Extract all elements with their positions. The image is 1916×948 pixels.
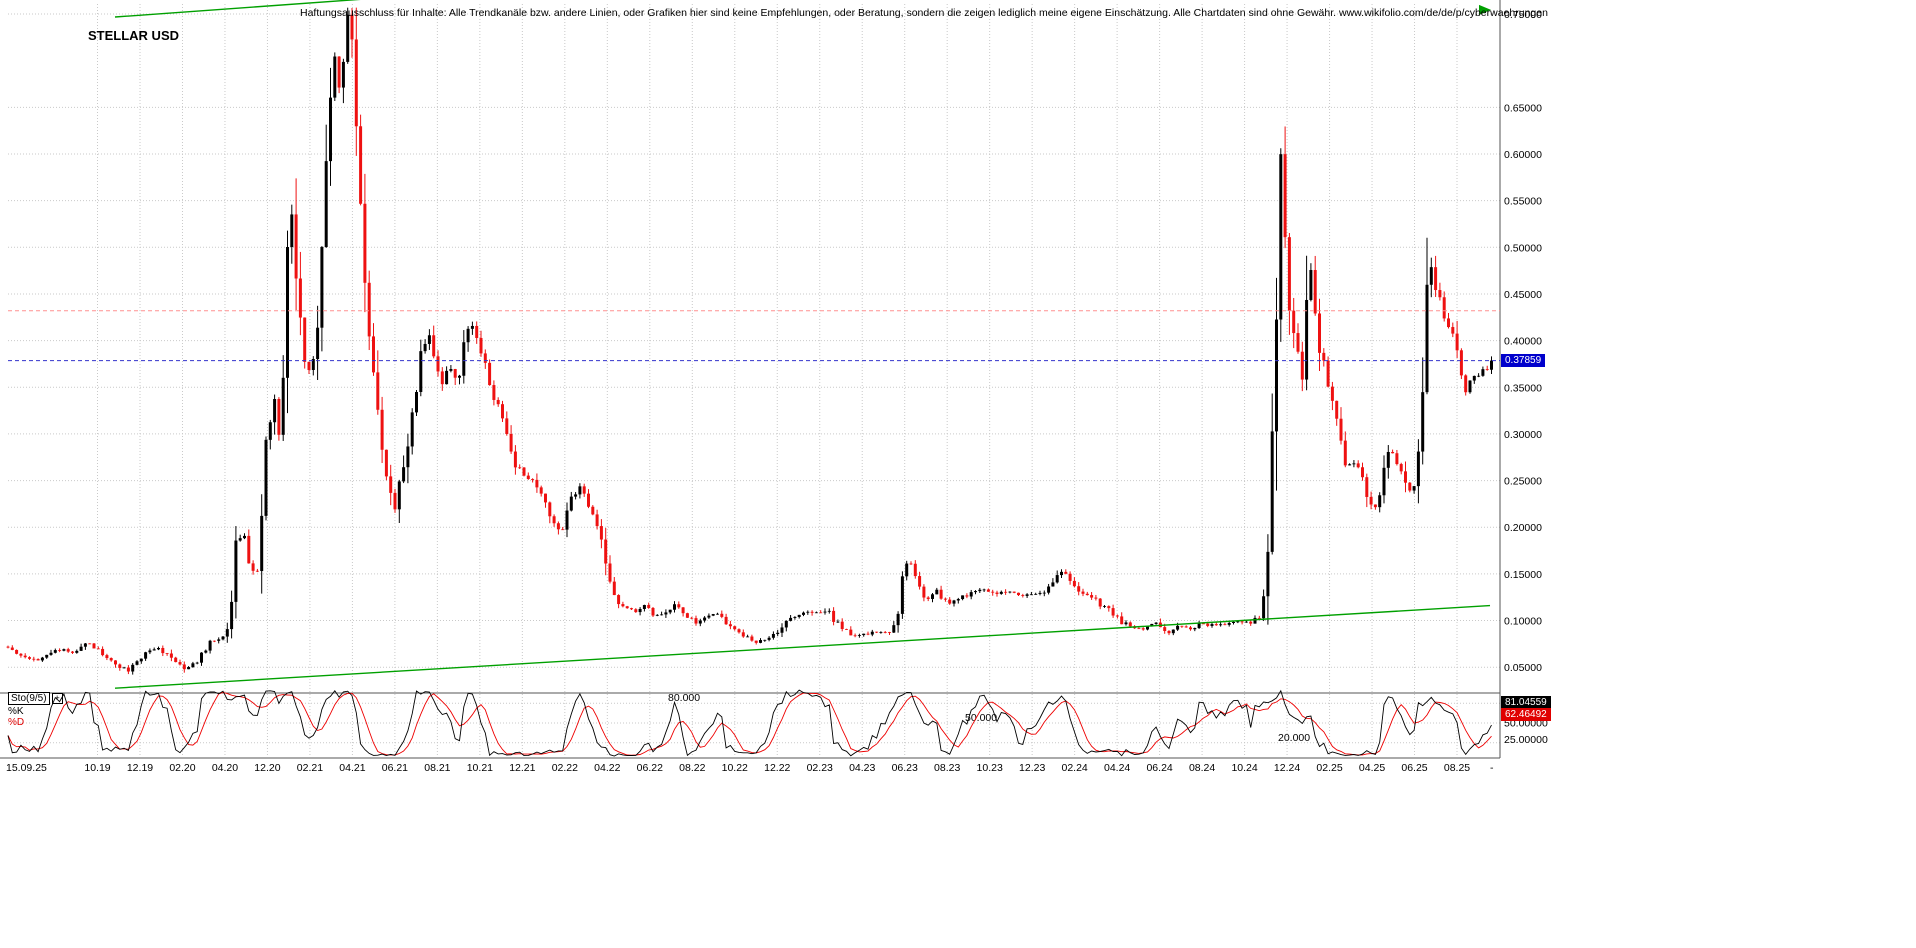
- disclaimer-text: Haftungsausschluss für Inhalte: Alle Tre…: [300, 7, 1548, 19]
- x-axis-label: 06.21: [382, 762, 408, 774]
- indicator-level-label: 50.000: [965, 712, 997, 724]
- candlesticks: [6, 7, 1493, 675]
- y-axis-label: 0.55000: [1504, 196, 1542, 208]
- y-axis-label: 0.05000: [1504, 662, 1542, 674]
- indicator-name[interactable]: Sto(9/5): [8, 692, 50, 705]
- stoch-k-line: [7, 689, 1492, 757]
- x-axis-label: 12.19: [127, 762, 153, 774]
- y-axis-label: 0.65000: [1504, 102, 1542, 114]
- x-axis-label: 12.23: [1019, 762, 1045, 774]
- x-axis-label: 02.24: [1062, 762, 1088, 774]
- x-axis-label: 02.22: [552, 762, 578, 774]
- y-axis-label: 0.15000: [1504, 569, 1542, 581]
- x-axis-label: 10.23: [977, 762, 1003, 774]
- x-axis-label: 10.21: [467, 762, 493, 774]
- stoch-d-value-tag: 62.46492: [1501, 708, 1551, 721]
- x-axis-label: 06.23: [892, 762, 918, 774]
- indicator-expand-icon[interactable]: +: [51, 693, 63, 704]
- trendline-arrow-icon: [1479, 4, 1491, 15]
- y-axis-label: 0.75000: [1504, 9, 1542, 21]
- y-axis-label: 0.50000: [1504, 242, 1542, 254]
- x-grid-and-labels: 15.09.25 10.19 12.19 02.20 04.20 12.20 02.21 04…: [6, 4, 1494, 774]
- x-axis-label: 12.24: [1274, 762, 1300, 774]
- x-axis-label: 06.25: [1401, 762, 1427, 774]
- x-axis-label: 10.22: [722, 762, 748, 774]
- x-axis-label: 04.22: [594, 762, 620, 774]
- x-axis-label: 12.20: [254, 762, 280, 774]
- last-price-tag: 0.37859: [1501, 354, 1546, 367]
- x-axis-label: 06.24: [1146, 762, 1172, 774]
- trendline-support[interactable]: [114, 604, 1491, 689]
- x-axis-label: 02.23: [807, 762, 833, 774]
- x-axis-label: 04.24: [1104, 762, 1130, 774]
- x-axis-label: 02.20: [169, 762, 195, 774]
- indicator-level-label: 20.000: [1278, 732, 1310, 744]
- y-axis-label: 0.60000: [1504, 149, 1542, 161]
- y-axis-label: 0.25000: [1504, 476, 1542, 488]
- x-axis-trailing: -: [1490, 762, 1494, 774]
- y-axis-label: 0.45000: [1504, 289, 1542, 301]
- x-axis-label: 02.21: [297, 762, 323, 774]
- x-axis-label: 10.24: [1231, 762, 1257, 774]
- x-axis-label: 04.21: [339, 762, 365, 774]
- x-axis-current-date: 15.09.25: [6, 762, 47, 774]
- x-axis-label: 04.23: [849, 762, 875, 774]
- x-axis-label: 08.21: [424, 762, 450, 774]
- x-axis-label: 06.22: [637, 762, 663, 774]
- stoch-d-line: [7, 691, 1492, 756]
- indicator-axis-label: 25.00000: [1504, 734, 1548, 746]
- x-axis-label: 02.25: [1316, 762, 1342, 774]
- stoch-d-label: %D: [8, 717, 25, 728]
- x-axis-label: 08.25: [1444, 762, 1470, 774]
- x-axis-label: 04.20: [212, 762, 238, 774]
- x-axis-label: 12.21: [509, 762, 535, 774]
- y-axis-label: 0.20000: [1504, 522, 1542, 534]
- x-axis-label: 10.19: [84, 762, 110, 774]
- indicator-level-label: 80.000: [668, 692, 700, 704]
- x-axis-label: 04.25: [1359, 762, 1385, 774]
- y-axis-label: 0.30000: [1504, 429, 1542, 441]
- chart-title: STELLAR USD: [88, 28, 179, 43]
- stoch-k-value-tag: 81.04559: [1501, 696, 1551, 709]
- x-axis-label: 08.23: [934, 762, 960, 774]
- y-axis-label: 0.10000: [1504, 616, 1542, 628]
- y-axis-label: 0.40000: [1504, 336, 1542, 348]
- stoch-k-label: %K: [8, 706, 24, 717]
- indicator-legend: Sto(9/5) +: [8, 692, 63, 705]
- x-axis-label: 08.24: [1189, 762, 1215, 774]
- y-axis-label: 0.35000: [1504, 382, 1542, 394]
- trendline-resistance[interactable]: [114, 0, 370, 18]
- x-axis-label: 08.22: [679, 762, 705, 774]
- x-axis-label: 12.22: [764, 762, 790, 774]
- y-grid-and-labels: 0.75000 0.65000 0.60000 0.55000 0.50000 0.450…: [8, 9, 1542, 674]
